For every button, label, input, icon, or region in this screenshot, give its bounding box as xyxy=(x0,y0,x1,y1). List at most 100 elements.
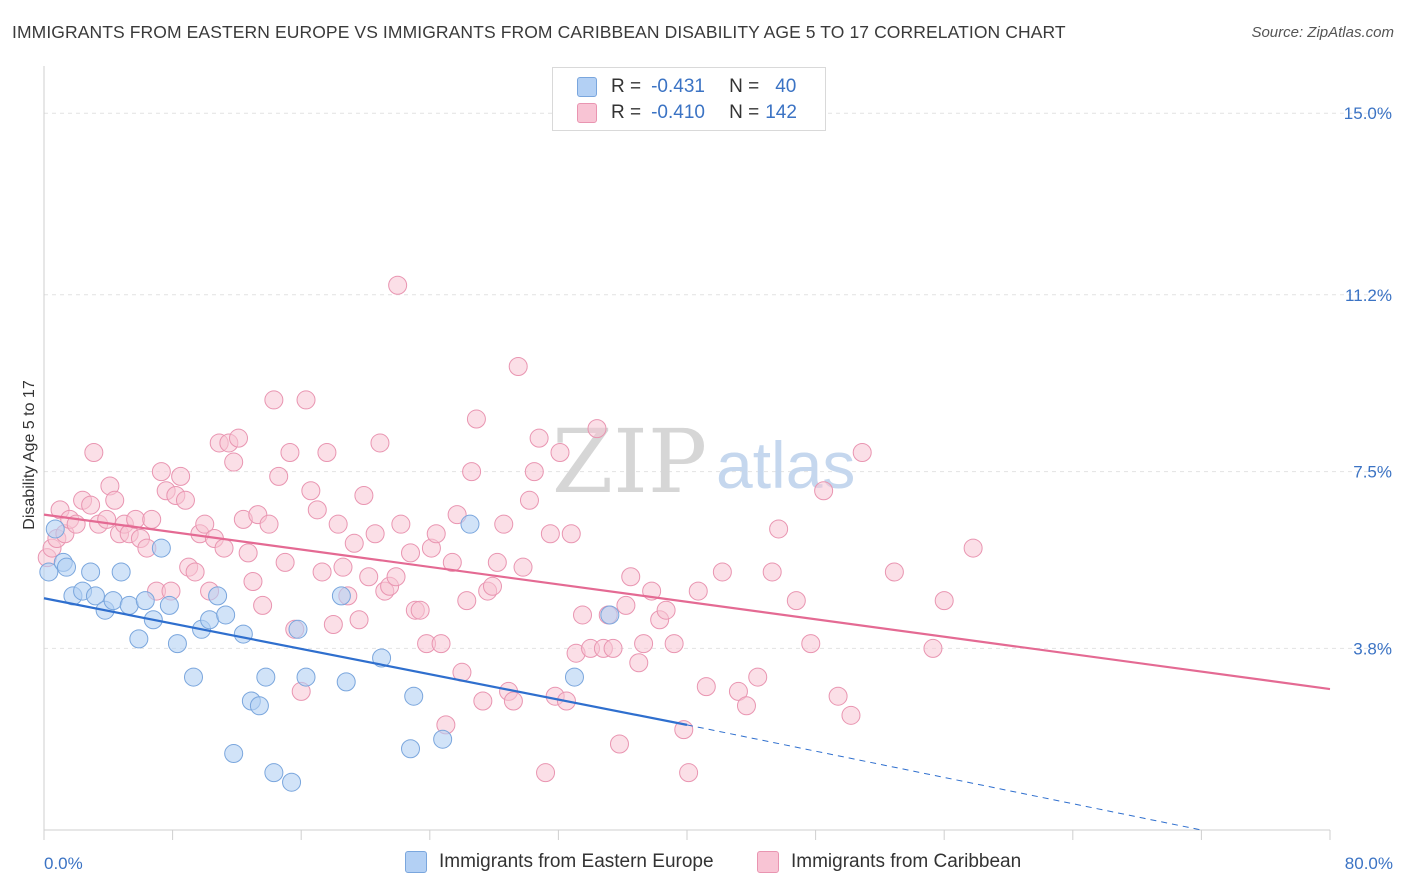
correlation-legend: R = -0.431 N = 40 R = -0.410 N = 142 xyxy=(552,67,826,131)
series-legend: Immigrants from Eastern Europe Immigrant… xyxy=(0,851,1406,879)
caribbean-point xyxy=(328,514,348,534)
eastern-europe-point xyxy=(296,667,316,687)
y-tick-label: 11.2% xyxy=(1345,286,1392,305)
caribbean-point xyxy=(307,500,327,520)
series-swatch-blue xyxy=(405,851,427,873)
caribbean-point xyxy=(323,615,343,635)
caribbean-point xyxy=(621,567,641,587)
caribbean-point xyxy=(712,562,732,582)
y-tick-label: 3.8% xyxy=(1353,639,1392,658)
caribbean-point xyxy=(457,591,477,611)
legend-n-label: N = xyxy=(729,102,760,123)
caribbean-point xyxy=(214,538,234,558)
eastern-europe-points xyxy=(39,514,620,792)
caribbean-point xyxy=(185,562,205,582)
caribbean-point xyxy=(301,481,321,501)
y-tick-label: 7.5% xyxy=(1353,463,1392,482)
eastern-europe-point xyxy=(401,739,421,759)
caribbean-point xyxy=(573,605,593,625)
caribbean-point xyxy=(629,653,649,673)
series-swatch-pink xyxy=(757,851,779,873)
caribbean-point xyxy=(195,514,215,534)
caribbean-point xyxy=(229,428,249,448)
legend-r-label: R = xyxy=(611,102,642,123)
caribbean-point xyxy=(616,595,636,615)
caribbean-point xyxy=(923,638,943,658)
caribbean-point xyxy=(529,428,549,448)
eastern-europe-trend-line xyxy=(43,597,688,726)
caribbean-point xyxy=(519,490,539,510)
eastern-europe-point xyxy=(119,595,139,615)
caribbean-point xyxy=(410,600,430,620)
caribbean-point xyxy=(494,514,514,534)
eastern-europe-point xyxy=(167,634,187,654)
caribbean-point xyxy=(736,696,756,716)
caribbean-point xyxy=(312,562,332,582)
caribbean-point xyxy=(359,567,379,587)
caribbean-point xyxy=(503,691,523,711)
y-axis-label: Disability Age 5 to 17 xyxy=(21,380,38,530)
caribbean-point xyxy=(175,490,195,510)
caribbean-point xyxy=(349,610,369,630)
trend-lines xyxy=(43,513,1331,831)
caribbean-point xyxy=(814,481,834,501)
caribbean-point xyxy=(466,409,486,429)
caribbean-trend-line xyxy=(43,513,1331,691)
caribbean-point xyxy=(317,443,337,462)
legend-row-caribbean: R = -0.410 N = 142 xyxy=(577,101,797,125)
x-tick-labels: 0.0% 80.0% xyxy=(44,854,1393,873)
caribbean-point xyxy=(482,576,502,596)
caribbean-point xyxy=(679,763,699,783)
caribbean-point xyxy=(426,524,446,544)
legend-r-label: R = xyxy=(611,76,642,97)
legend-r-value: -0.410 xyxy=(651,102,705,123)
eastern-europe-point xyxy=(103,591,123,611)
eastern-europe-point xyxy=(85,586,105,606)
caribbean-point xyxy=(442,552,462,572)
caribbean-point xyxy=(561,524,581,544)
legend-swatch-blue xyxy=(577,77,597,97)
grid-lines xyxy=(44,112,1390,649)
legend-n-label: N = xyxy=(729,76,760,97)
legend-n-value: 142 xyxy=(765,102,797,123)
caribbean-point xyxy=(344,533,364,553)
watermark-zip: ZIP xyxy=(552,410,707,513)
caribbean-point xyxy=(603,638,623,658)
caribbean-point xyxy=(259,514,279,534)
caribbean-point xyxy=(401,543,421,563)
eastern-europe-point xyxy=(151,538,171,558)
caribbean-point xyxy=(762,562,782,582)
caribbean-point xyxy=(269,466,289,486)
caribbean-point xyxy=(828,686,848,706)
caribbean-point xyxy=(84,443,104,462)
caribbean-point xyxy=(884,562,904,582)
caribbean-point xyxy=(81,495,101,515)
caribbean-point xyxy=(934,591,954,611)
series-legend-caribbean: Immigrants from Caribbean xyxy=(757,851,1021,873)
caribbean-point xyxy=(253,595,273,615)
eastern-europe-point xyxy=(57,557,77,577)
caribbean-point xyxy=(801,634,821,654)
caribbean-point xyxy=(841,705,861,725)
caribbean-point xyxy=(97,509,117,529)
axes xyxy=(43,66,1331,840)
chart-title: IMMIGRANTS FROM EASTERN EUROPE VS IMMIGR… xyxy=(12,22,1066,42)
caribbean-point xyxy=(462,462,482,482)
caribbean-point xyxy=(391,514,411,534)
series-legend-eastern-europe: Immigrants from Eastern Europe xyxy=(405,851,714,873)
eastern-europe-point xyxy=(372,648,392,668)
caribbean-point xyxy=(386,567,406,587)
caribbean-point xyxy=(748,667,768,687)
eastern-europe-point xyxy=(264,763,284,783)
eastern-europe-point xyxy=(81,562,101,582)
legend-r-value: -0.431 xyxy=(651,76,705,97)
caribbean-point xyxy=(508,356,528,376)
eastern-europe-point xyxy=(600,605,620,625)
eastern-europe-point xyxy=(433,729,453,749)
series-legend-label: Immigrants from Eastern Europe xyxy=(439,851,714,872)
caribbean-point xyxy=(370,433,390,453)
caribbean-point xyxy=(634,634,654,654)
eastern-europe-point xyxy=(129,629,149,649)
caribbean-point xyxy=(688,581,708,601)
x-tick-label: 0.0% xyxy=(44,854,83,873)
